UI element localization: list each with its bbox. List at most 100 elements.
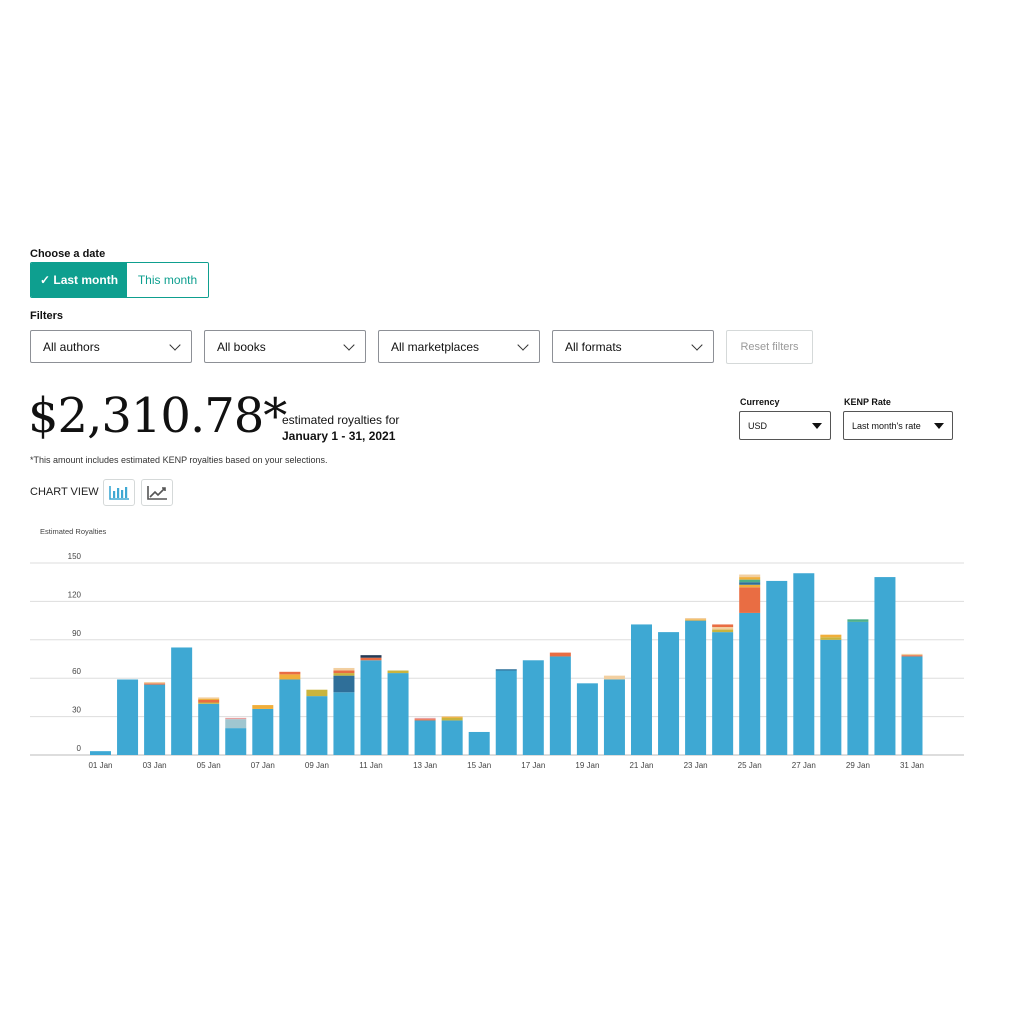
chevron-down-icon xyxy=(517,338,529,351)
bar-segment xyxy=(144,682,166,684)
line-chart-icon xyxy=(147,485,167,500)
bar-segment xyxy=(414,717,436,720)
y-tick-label: 0 xyxy=(77,744,82,753)
bar-segment xyxy=(441,717,463,721)
chevron-down-icon xyxy=(169,338,181,351)
bar-segment xyxy=(820,639,842,755)
last-month-option[interactable]: ✓ Last month xyxy=(31,263,127,297)
bar-segment xyxy=(603,679,625,755)
currency-value: USD xyxy=(748,420,768,431)
bar-segment xyxy=(820,637,842,640)
bar-segment xyxy=(279,679,301,755)
bar-segment xyxy=(712,624,734,627)
line-view-button[interactable] xyxy=(141,479,173,506)
bar-segment xyxy=(495,670,517,755)
bar-segment xyxy=(279,674,301,680)
bar-segment xyxy=(468,731,490,755)
bar-segment xyxy=(306,696,328,755)
kenp-select[interactable]: Last month's rate xyxy=(843,411,953,440)
bar-segment xyxy=(441,720,463,755)
currency-select[interactable]: USD xyxy=(739,411,831,440)
bar-segment xyxy=(198,702,220,704)
kenp-value: Last month's rate xyxy=(852,420,921,431)
bar-segment xyxy=(549,652,571,657)
bar-segment xyxy=(144,683,166,685)
bar-segment xyxy=(658,632,680,755)
bar-segment xyxy=(144,684,166,755)
bar-segment xyxy=(739,587,761,613)
bar-segment xyxy=(225,717,247,720)
bar-segment xyxy=(847,621,869,755)
x-tick-label: 19 Jan xyxy=(575,761,599,770)
bar-segment xyxy=(171,647,193,755)
filters-heading: Filters xyxy=(30,310,64,322)
bar-segment xyxy=(522,660,544,755)
bar-segment xyxy=(739,584,761,588)
bar-segment xyxy=(901,655,923,657)
bar-segment xyxy=(739,579,761,583)
bar-segment xyxy=(739,582,761,585)
bar-segment xyxy=(90,751,111,755)
marketplaces-dropdown[interactable]: All marketplaces xyxy=(378,330,540,363)
bar-segment xyxy=(576,683,598,755)
authors-dropdown[interactable]: All authors xyxy=(30,330,192,363)
x-tick-label: 15 Jan xyxy=(467,761,491,770)
x-tick-label: 29 Jan xyxy=(846,761,870,770)
reset-filters-button[interactable]: Reset filters xyxy=(726,330,813,364)
caret-down-icon xyxy=(934,422,944,429)
royalties-caption: estimated royalties for xyxy=(282,413,400,427)
x-tick-label: 17 Jan xyxy=(521,761,545,770)
bar-segment xyxy=(333,670,355,674)
formats-dropdown-label: All formats xyxy=(565,339,622,354)
choose-date-heading: Choose a date xyxy=(30,248,106,260)
x-tick-label: 03 Jan xyxy=(143,761,167,770)
bar-segment xyxy=(252,705,274,709)
x-tick-label: 23 Jan xyxy=(684,761,708,770)
bar-segment xyxy=(685,618,707,620)
bar-segment xyxy=(225,728,247,755)
x-tick-label: 13 Jan xyxy=(413,761,437,770)
bar-segment xyxy=(333,667,355,671)
bar-segment xyxy=(739,574,761,578)
bar-segment xyxy=(495,669,517,671)
formats-dropdown[interactable]: All formats xyxy=(552,330,714,363)
bar-segment xyxy=(387,670,409,674)
x-tick-label: 05 Jan xyxy=(197,761,221,770)
bar-segment xyxy=(360,655,382,658)
y-tick-label: 60 xyxy=(72,667,81,676)
y-tick-label: 150 xyxy=(68,552,82,561)
bar-segment xyxy=(441,716,463,718)
x-tick-label: 01 Jan xyxy=(88,761,112,770)
y-tick-label: 90 xyxy=(72,629,81,638)
x-tick-label: 21 Jan xyxy=(629,761,653,770)
bar-segment xyxy=(793,573,815,755)
bar-segment xyxy=(198,697,220,699)
royalties-period: January 1 - 31, 2021 xyxy=(282,429,396,443)
bar-segment xyxy=(333,675,355,693)
y-tick-label: 120 xyxy=(68,590,82,599)
this-month-option[interactable]: This month xyxy=(127,263,208,297)
x-tick-label: 27 Jan xyxy=(792,761,816,770)
chevron-down-icon xyxy=(343,338,355,351)
bar-segment xyxy=(198,698,220,700)
bar-segment xyxy=(739,577,761,580)
royalties-amount: $2,310.78* xyxy=(28,388,287,444)
royalties-note: *This amount includes estimated KENP roy… xyxy=(30,455,328,465)
bar-segment xyxy=(360,660,382,755)
bar-segment xyxy=(766,580,788,755)
x-tick-label: 31 Jan xyxy=(900,761,924,770)
bar-segment xyxy=(198,703,220,755)
books-dropdown[interactable]: All books xyxy=(204,330,366,363)
x-tick-label: 11 Jan xyxy=(359,761,382,770)
bar-segment xyxy=(685,619,707,621)
bar-segment xyxy=(306,689,328,697)
bar-segment xyxy=(712,627,734,630)
chevron-down-icon xyxy=(691,338,703,351)
kenp-label: KENP Rate xyxy=(844,397,891,407)
bar-segment xyxy=(549,656,571,755)
marketplaces-dropdown-label: All marketplaces xyxy=(391,339,480,354)
bar-view-button[interactable] xyxy=(103,479,135,506)
bar-segment xyxy=(252,708,274,755)
bar-segment xyxy=(847,619,869,622)
bar-segment xyxy=(631,624,652,755)
